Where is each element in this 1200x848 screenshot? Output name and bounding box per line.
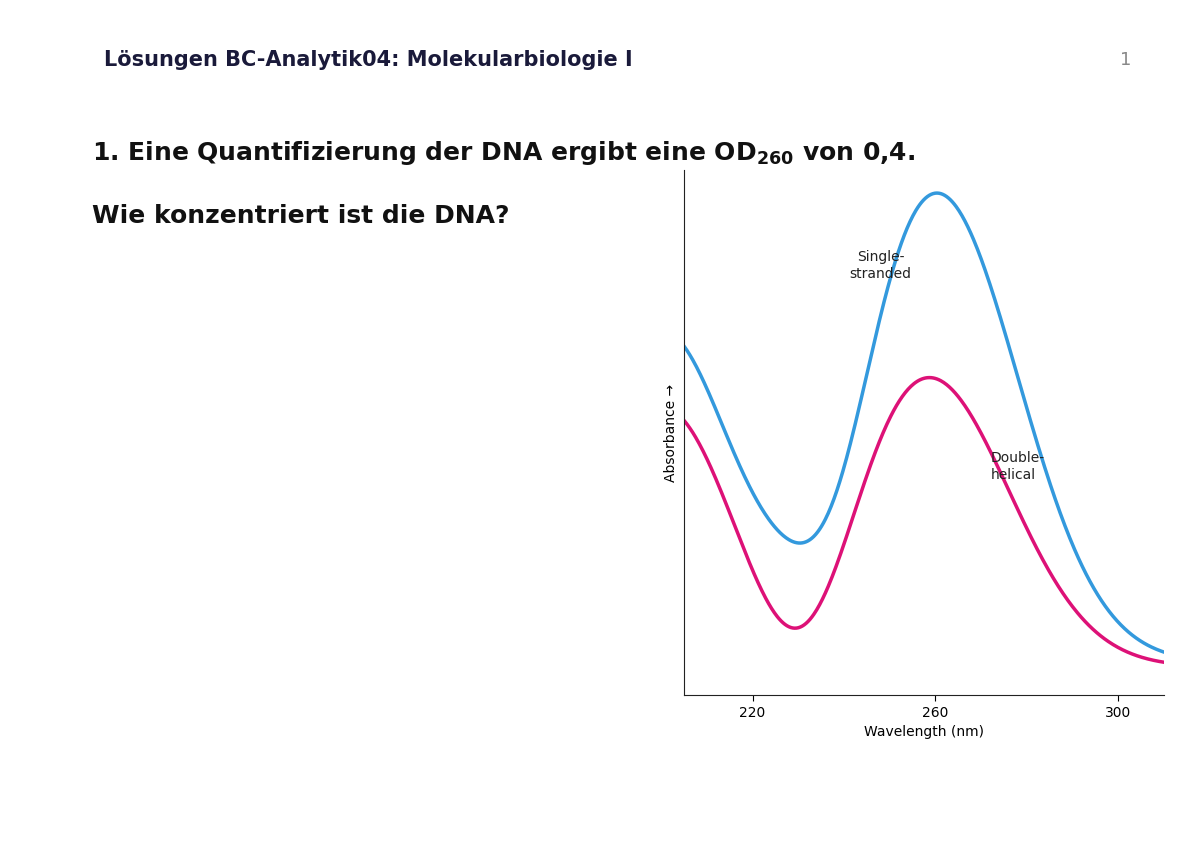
Y-axis label: Absorbance →: Absorbance → [665, 383, 678, 482]
Text: Double-
helical: Double- helical [990, 451, 1044, 482]
Text: Lösungen BC-Analytik04: Molekularbiologie I: Lösungen BC-Analytik04: Molekularbiologi… [104, 50, 632, 70]
X-axis label: Wavelength (nm): Wavelength (nm) [864, 725, 984, 739]
Text: Wie konzentriert ist die DNA?: Wie konzentriert ist die DNA? [92, 204, 510, 228]
Text: Single-
stranded: Single- stranded [850, 250, 912, 281]
Text: 1: 1 [1120, 51, 1130, 70]
Text: 1. Eine Quantifizierung der DNA ergibt eine OD$_{\mathregular{260}}$ von 0,4.: 1. Eine Quantifizierung der DNA ergibt e… [92, 139, 916, 167]
